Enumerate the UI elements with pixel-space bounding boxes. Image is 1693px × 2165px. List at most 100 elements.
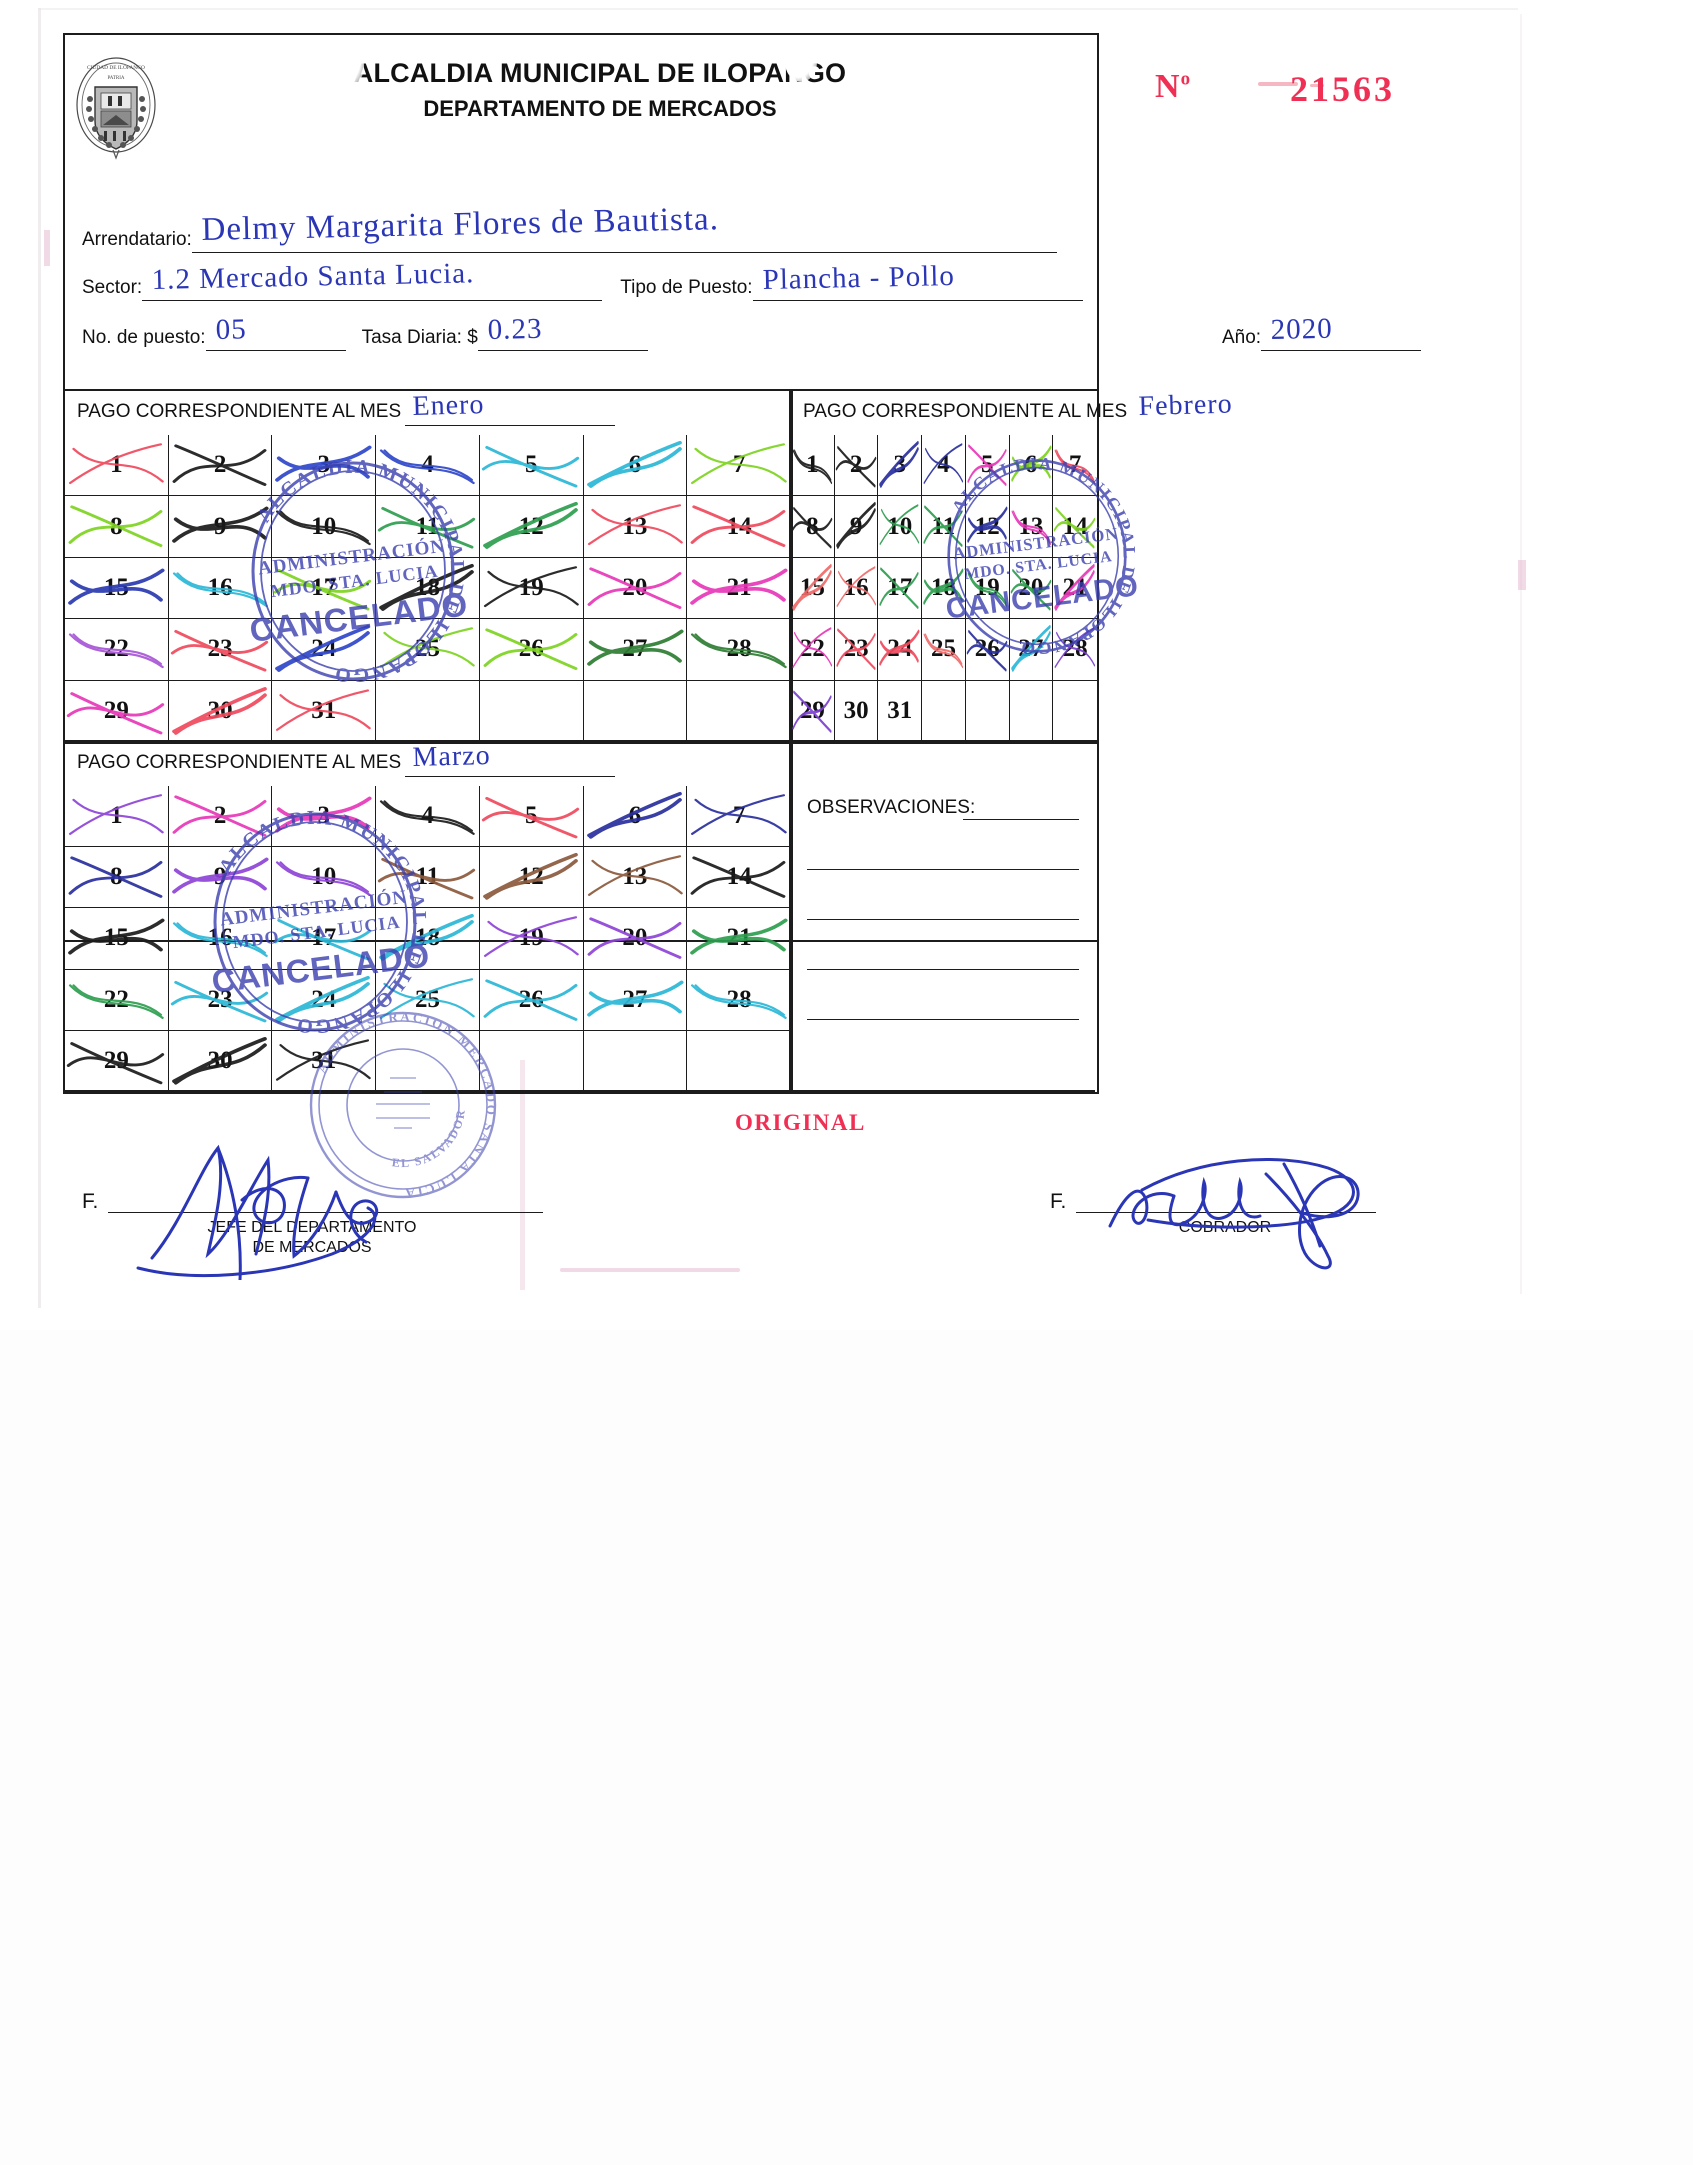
day-cell-enero-6[interactable]: 6 <box>583 435 688 497</box>
day-cell-marzo-22[interactable]: 22 <box>65 969 169 1031</box>
day-cell-febrero-20[interactable]: 20 <box>1009 557 1054 620</box>
day-cell-marzo-14[interactable]: 14 <box>687 847 791 909</box>
anio-input[interactable]: 2020 <box>1261 313 1422 351</box>
day-cell-enero-25[interactable]: 25 <box>376 619 480 681</box>
day-cell-enero-7[interactable]: 7 <box>687 435 791 497</box>
sector-input[interactable]: 1.2 Mercado Santa Lucia. <box>142 257 603 301</box>
day-cell-marzo-5[interactable]: 5 <box>479 786 584 848</box>
arrendatario-input[interactable]: Delmy Margarita Flores de Bautista. <box>191 201 1057 253</box>
day-cell-febrero-28[interactable]: 28 <box>1053 619 1097 681</box>
day-cell-febrero-23[interactable]: 23 <box>834 619 879 681</box>
day-cell-marzo-26[interactable]: 26 <box>479 969 584 1031</box>
day-cell-febrero-3[interactable]: 3 <box>878 435 923 497</box>
day-cell-enero-28[interactable]: 28 <box>687 619 791 681</box>
day-cell-marzo-18[interactable]: 18 <box>376 908 480 970</box>
day-cell-febrero-26[interactable]: 26 <box>965 619 1010 681</box>
day-cell-febrero-21[interactable]: 21 <box>1053 558 1097 620</box>
day-cell-febrero-12[interactable]: 12 <box>965 496 1010 558</box>
day-cell-febrero-17[interactable]: 17 <box>878 557 923 620</box>
day-cell-enero-29[interactable]: 29 <box>65 680 169 742</box>
day-cell-febrero-30[interactable]: 30 <box>835 680 879 742</box>
signature-line[interactable] <box>1076 1212 1376 1213</box>
day-cell-febrero-1[interactable]: 1 <box>791 435 835 497</box>
day-cell-enero-23[interactable]: 23 <box>168 619 273 681</box>
day-cell-enero-2[interactable]: 2 <box>168 435 273 497</box>
day-cell-enero-14[interactable]: 14 <box>687 496 791 558</box>
day-cell-febrero-18[interactable]: 18 <box>922 557 966 620</box>
day-cell-enero-15[interactable]: 15 <box>65 557 169 620</box>
day-cell-febrero-13[interactable]: 13 <box>1009 496 1054 558</box>
day-cell-marzo-16[interactable]: 16 <box>168 908 273 970</box>
day-cell-febrero-5[interactable]: 5 <box>965 435 1010 497</box>
day-cell-febrero-27[interactable]: 27 <box>1009 619 1054 681</box>
month-input-enero[interactable]: Enero <box>405 389 616 426</box>
day-cell-enero-22[interactable]: 22 <box>65 619 169 681</box>
day-cell-febrero-9[interactable]: 9 <box>834 496 879 558</box>
day-cell-marzo-25[interactable]: 25 <box>376 969 480 1031</box>
day-cell-febrero-11[interactable]: 11 <box>922 496 966 558</box>
day-cell-enero-13[interactable]: 13 <box>583 496 688 558</box>
day-cell-enero-27[interactable]: 27 <box>583 619 688 681</box>
tasa-diaria-input[interactable]: 0.23 <box>477 313 648 351</box>
day-cell-marzo-4[interactable]: 4 <box>376 786 480 848</box>
day-cell-febrero-14[interactable]: 14 <box>1053 496 1097 558</box>
day-cell-marzo-8[interactable]: 8 <box>65 847 169 909</box>
day-cell-marzo-17[interactable]: 17 <box>272 908 377 970</box>
day-cell-enero-4[interactable]: 4 <box>376 435 480 497</box>
day-cell-marzo-29[interactable]: 29 <box>65 1030 169 1092</box>
observaciones-line[interactable] <box>963 819 1079 820</box>
day-cell-marzo-30[interactable]: 30 <box>169 1030 273 1092</box>
observaciones-line[interactable] <box>807 869 1079 870</box>
day-cell-marzo-28[interactable]: 28 <box>687 970 791 1031</box>
day-cell-febrero-10[interactable]: 10 <box>878 496 923 558</box>
observaciones-line[interactable] <box>807 919 1079 920</box>
day-cell-febrero-2[interactable]: 2 <box>834 435 879 497</box>
day-cell-enero-26[interactable]: 26 <box>479 619 584 681</box>
day-cell-enero-17[interactable]: 17 <box>272 557 377 620</box>
day-cell-enero-3[interactable]: 3 <box>272 435 377 497</box>
day-cell-enero-8[interactable]: 8 <box>65 496 169 558</box>
day-cell-febrero-7[interactable]: 7 <box>1053 435 1097 497</box>
observaciones-line[interactable] <box>807 969 1079 970</box>
tipo-puesto-input[interactable]: Plancha - Pollo <box>752 260 1083 301</box>
day-cell-marzo-19[interactable]: 19 <box>479 908 584 970</box>
day-cell-marzo-3[interactable]: 3 <box>272 786 377 848</box>
observaciones-line[interactable] <box>807 1019 1079 1020</box>
day-cell-febrero-25[interactable]: 25 <box>922 619 966 681</box>
day-cell-enero-9[interactable]: 9 <box>168 496 273 558</box>
day-cell-febrero-19[interactable]: 19 <box>965 557 1010 620</box>
day-cell-enero-16[interactable]: 16 <box>168 557 273 620</box>
day-cell-febrero-15[interactable]: 15 <box>791 557 835 620</box>
day-cell-enero-19[interactable]: 19 <box>479 557 584 620</box>
day-cell-febrero-6[interactable]: 6 <box>1009 435 1054 497</box>
day-cell-marzo-6[interactable]: 6 <box>583 786 688 848</box>
day-cell-enero-21[interactable]: 21 <box>687 558 791 620</box>
day-cell-febrero-22[interactable]: 22 <box>791 619 835 681</box>
no-puesto-input[interactable]: 05 <box>205 313 346 351</box>
day-cell-enero-12[interactable]: 12 <box>479 496 584 558</box>
day-cell-febrero-16[interactable]: 16 <box>834 557 879 620</box>
day-cell-marzo-2[interactable]: 2 <box>168 786 273 848</box>
day-cell-marzo-13[interactable]: 13 <box>583 847 688 909</box>
day-cell-enero-18[interactable]: 18 <box>376 557 480 620</box>
day-cell-febrero-31[interactable]: 31 <box>878 680 923 742</box>
day-cell-marzo-7[interactable]: 7 <box>687 786 791 848</box>
day-cell-enero-20[interactable]: 20 <box>583 557 688 620</box>
day-cell-marzo-15[interactable]: 15 <box>65 908 169 970</box>
day-cell-enero-30[interactable]: 30 <box>169 680 273 742</box>
day-cell-enero-24[interactable]: 24 <box>272 619 377 681</box>
day-cell-marzo-23[interactable]: 23 <box>168 969 273 1031</box>
day-cell-marzo-21[interactable]: 21 <box>687 908 791 970</box>
day-cell-marzo-11[interactable]: 11 <box>376 847 480 909</box>
day-cell-marzo-27[interactable]: 27 <box>583 969 688 1031</box>
day-cell-febrero-24[interactable]: 24 <box>878 619 923 681</box>
day-cell-marzo-31[interactable]: 31 <box>272 1030 377 1092</box>
day-cell-enero-10[interactable]: 10 <box>272 496 377 558</box>
day-cell-marzo-24[interactable]: 24 <box>272 969 377 1031</box>
day-cell-marzo-12[interactable]: 12 <box>479 847 584 909</box>
signature-line[interactable] <box>108 1212 543 1213</box>
day-cell-marzo-1[interactable]: 1 <box>65 786 169 848</box>
day-cell-enero-31[interactable]: 31 <box>272 680 377 742</box>
day-cell-enero-5[interactable]: 5 <box>479 435 584 497</box>
day-cell-marzo-20[interactable]: 20 <box>583 908 688 970</box>
